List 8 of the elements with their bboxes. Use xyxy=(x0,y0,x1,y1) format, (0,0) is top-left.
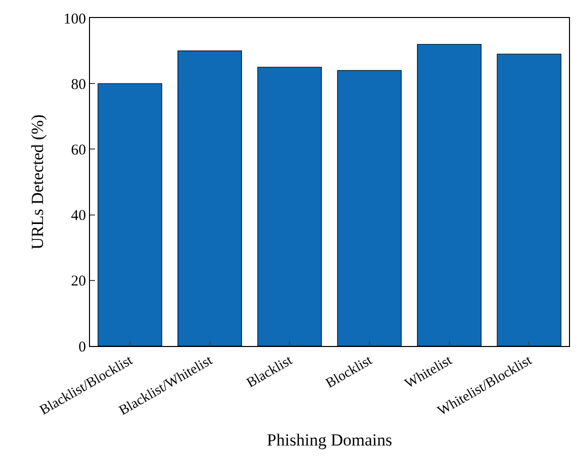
y-tick-label: 100 xyxy=(64,11,86,28)
y-tick-label: 20 xyxy=(71,274,86,290)
y-tick-label: 80 xyxy=(71,76,86,93)
y-tick-label: 40 xyxy=(71,208,86,224)
y-axis-title: URLs Detected (%) xyxy=(28,114,48,250)
y-tick-label: 0 xyxy=(78,339,86,356)
x-axis-title: Phishing Domains xyxy=(266,430,392,450)
y-tick-label: 60 xyxy=(71,142,86,158)
